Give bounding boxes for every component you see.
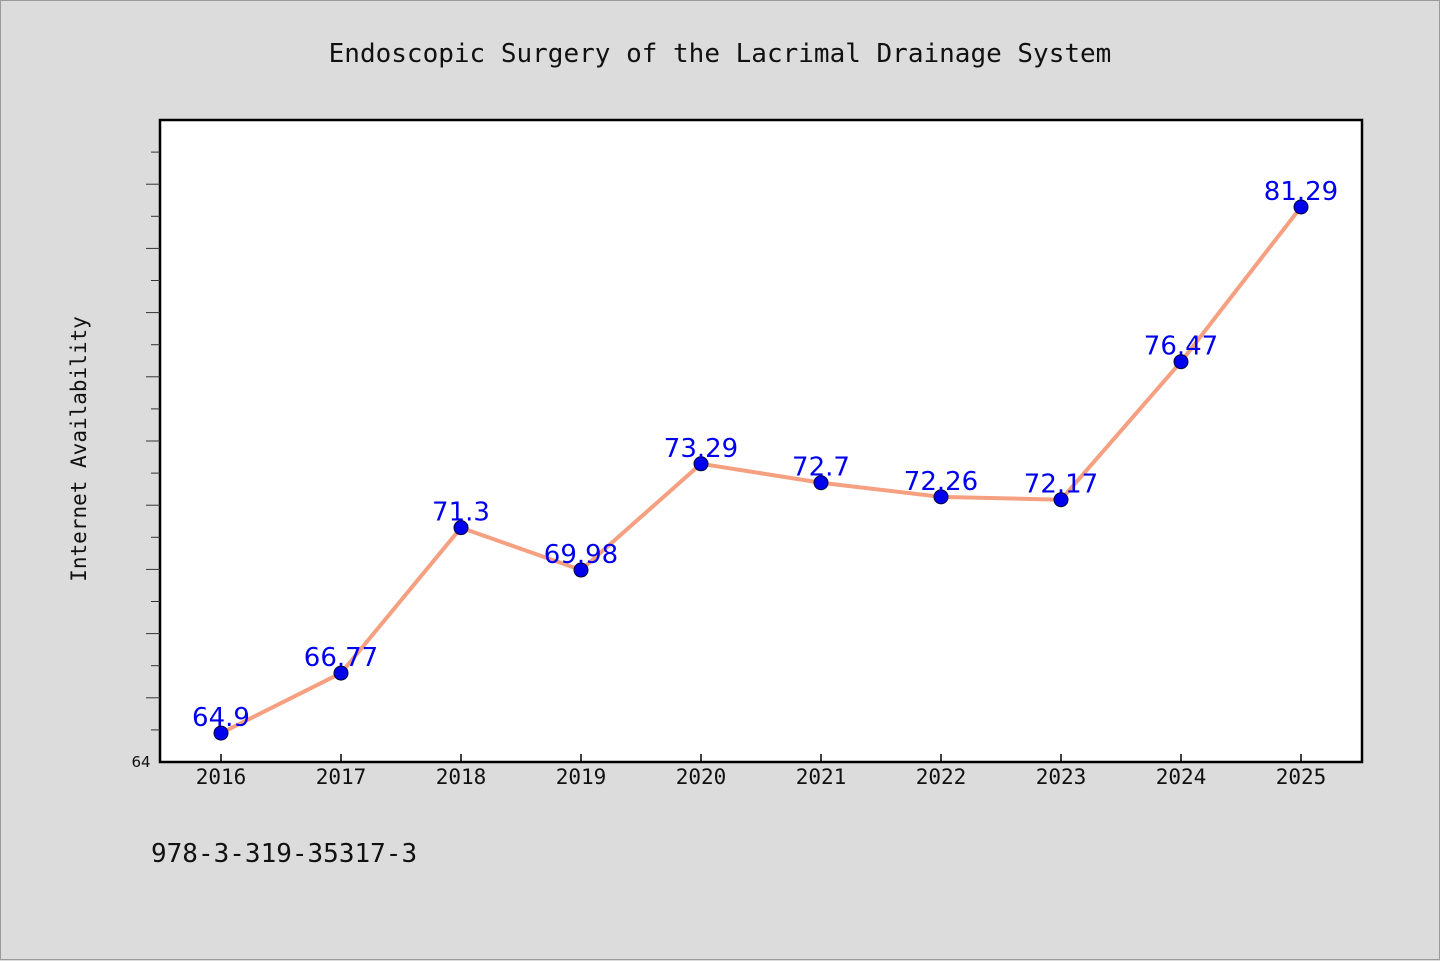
y-tick-label: 64: [131, 753, 150, 771]
y-axis-label: Internet Availability: [67, 316, 91, 582]
x-tick-label: 2017: [316, 765, 367, 789]
x-tick-label: 2016: [196, 765, 247, 789]
data-point: [213, 725, 229, 741]
x-tick-label: 2022: [916, 765, 967, 789]
data-point: [453, 520, 469, 536]
data-label: 69.98: [544, 540, 618, 570]
x-tick-label: 2021: [796, 765, 847, 789]
data-point: [813, 475, 829, 491]
data-point: [1293, 199, 1309, 215]
data-point: [573, 562, 589, 578]
x-tick-label: 2020: [676, 765, 727, 789]
data-point: [333, 665, 349, 681]
x-tick-label: 2023: [1036, 765, 1087, 789]
data-point: [1053, 492, 1069, 508]
data-label: 72.17: [1024, 470, 1098, 500]
x-tick-label: 2019: [556, 765, 607, 789]
data-label: 72.26: [904, 467, 978, 497]
x-axis-ticks: 2016 2017 2018 2019 2020 2021 2022 2023 2024 2025: [196, 754, 1327, 789]
data-point: [933, 489, 949, 505]
data-label: 72.7: [792, 453, 850, 483]
data-label: 64.9: [192, 703, 250, 733]
data-label: 81.29: [1264, 177, 1338, 207]
chart-title: Endoscopic Surgery of the Lacrimal Drain…: [329, 39, 1112, 69]
series-line: [219, 204, 1303, 736]
data-label: 71.3: [432, 498, 490, 528]
series-layer: 64.9 66.77 71.3 69.98 73.29 72.7 72.26 72.17 76.…: [192, 177, 1338, 741]
data-label: 66.77: [304, 643, 378, 673]
data-point: [1173, 354, 1189, 370]
data-point: [693, 456, 709, 472]
footer-isbn: 978-3-319-35317-3: [151, 839, 417, 869]
x-tick-label: 2025: [1276, 765, 1327, 789]
data-label: 73.29: [664, 434, 738, 464]
y-axis-ticks: [146, 151, 160, 731]
x-tick-label: 2018: [436, 765, 487, 789]
data-label: 76.47: [1144, 332, 1218, 362]
x-tick-label: 2024: [1156, 765, 1207, 789]
plot-area: [158, 118, 1364, 764]
